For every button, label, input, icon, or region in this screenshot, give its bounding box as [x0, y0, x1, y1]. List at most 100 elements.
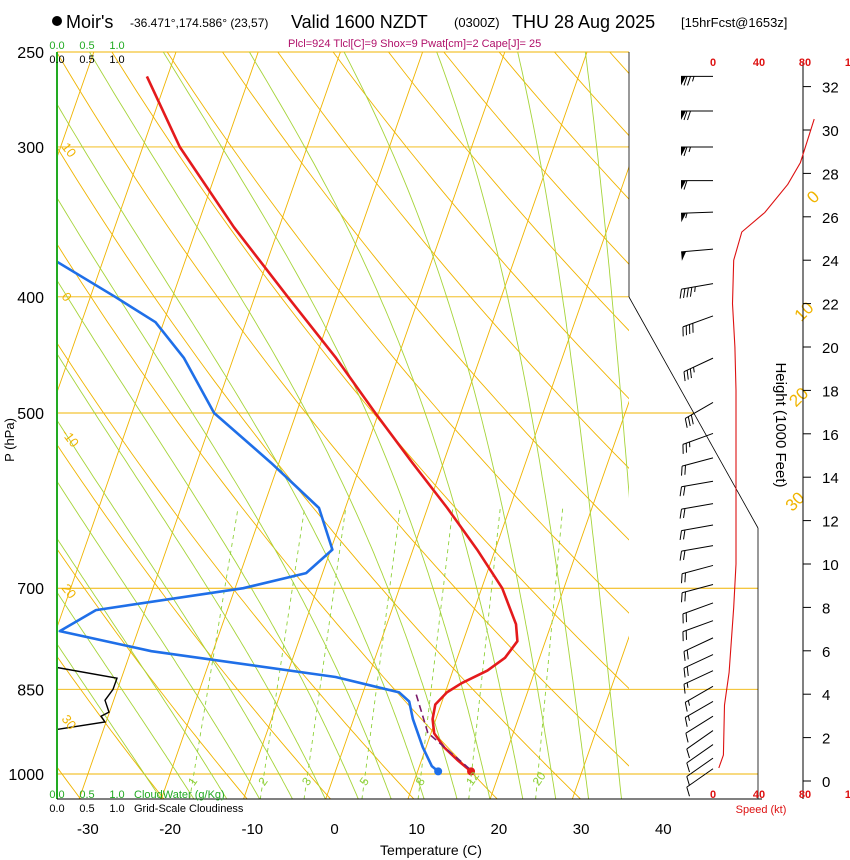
dry-adiabat-line: [57, 443, 332, 799]
wind-barb: [684, 402, 714, 428]
wind-barb-half-feather: [685, 212, 688, 219]
isobar-lines: [57, 51, 758, 775]
x-axis-ticks: -30 -20 -10 0 10 20 30 40: [77, 821, 672, 838]
dry-adiabat-line: [57, 655, 165, 799]
mixing-ratio-lines: [189, 507, 564, 799]
speed-tick-bottom: 0: [710, 789, 716, 801]
height-tick-label: 28: [822, 166, 839, 183]
mixing-ratio-line: [535, 507, 564, 799]
wind-barb: [683, 654, 714, 678]
wind-barb: [683, 637, 714, 661]
wind-barb-staff: [682, 315, 714, 328]
speed-tick-top: 80: [799, 57, 811, 69]
wind-barb: [686, 757, 714, 786]
wind-barb-feather: [683, 550, 686, 561]
height-tick-label: 22: [822, 297, 839, 314]
wind-barb-feather: [683, 651, 686, 661]
wind-barb-staff: [681, 503, 714, 510]
sounding-profiles: [57, 75, 519, 776]
wind-barb-feather: [687, 110, 691, 121]
dry-adiabat-label: 0: [803, 187, 823, 207]
pressure-tick-label: 250: [17, 45, 44, 62]
wind-barb-staff: [681, 545, 714, 552]
wind-barb-feather: [687, 416, 691, 427]
wind-barb-feather: [683, 288, 686, 299]
wind-barb-staff: [682, 620, 714, 633]
isotherm-line: [78, 52, 341, 799]
wind-barb-pennant: [681, 111, 686, 121]
wind-barb: [681, 180, 713, 190]
title-forecast: [15hrFcst@1653z]: [681, 15, 787, 30]
cloudiness-tick-bottom: 0.0: [49, 803, 64, 815]
moist-adiabat-line: [57, 103, 425, 799]
wind-barb: [681, 584, 714, 603]
wind-barb-feather: [679, 551, 682, 561]
wind-barb-feather: [683, 486, 686, 496]
x-tick-label: 40: [655, 821, 672, 838]
height-tick-label: 18: [822, 383, 839, 400]
speed-tick-bottom: 12: [845, 789, 850, 801]
wind-barb-feather: [689, 368, 692, 379]
surface-temperature-point: [467, 767, 476, 776]
wind-barb-feather: [686, 748, 690, 759]
wind-barb-staff: [686, 757, 714, 777]
isotherm-label: -10: [59, 426, 82, 450]
dry-adiabat-line: [498, 52, 629, 200]
mixing-ratio-line: [361, 507, 401, 799]
isotherm-line: [571, 635, 629, 799]
height-tick-label: 4: [822, 687, 830, 704]
wind-barb-feather: [690, 414, 694, 425]
wind-barb-staff: [685, 715, 714, 734]
height-tick-label: 30: [822, 123, 839, 140]
wind-barb-staff: [685, 701, 714, 718]
dry-adiabat-line: [332, 52, 629, 400]
mixing-ratio-label: 20: [530, 769, 549, 788]
cloudwater-tick-bottom: 0.0: [49, 789, 64, 801]
x-tick-label: -30: [77, 821, 99, 838]
wind-barb-feather: [683, 371, 686, 382]
wind-barb-feather: [683, 529, 686, 540]
isotherm-line: [57, 52, 177, 394]
wind-barb: [686, 744, 714, 773]
isotherm-lines: [57, 52, 629, 799]
wind-barb-feather: [683, 180, 688, 190]
wind-barb-feather: [686, 649, 689, 660]
title-site: Moir's: [66, 12, 113, 32]
height-tick-label: 12: [822, 514, 839, 531]
x-tick-label: -20: [159, 821, 181, 838]
wind-speed-profile: [718, 118, 815, 769]
wind-barb-staff: [685, 402, 714, 419]
pressure-tick-label: 300: [17, 140, 44, 157]
mixing-ratio-label: 3: [299, 774, 314, 788]
temperature-line: [145, 75, 519, 773]
wind-barb: [684, 701, 714, 727]
wind-barb-half-feather: [687, 715, 691, 721]
wind-barb-staff: [686, 768, 714, 788]
pressure-tick-label: 400: [17, 290, 44, 307]
wind-barb-feather: [679, 289, 682, 299]
wind-barb-staff: [681, 584, 714, 594]
height-tick-label: 0: [822, 774, 830, 791]
moist-adiabat-line: [162, 52, 491, 799]
height-tick-label: 32: [822, 80, 839, 97]
speed-tick-top: 12: [845, 57, 850, 69]
mixing-ratio-line: [468, 507, 501, 799]
height-tick-label: 16: [822, 427, 839, 444]
wind-barb: [681, 211, 714, 223]
wind-barb: [685, 715, 714, 743]
height-tick-label: 2: [822, 731, 830, 748]
wind-barb-feather: [683, 110, 688, 121]
y-axis-label: P (hPa): [2, 418, 17, 462]
wind-barb-half-feather: [693, 367, 695, 373]
moist-adiabat-line: [57, 419, 293, 799]
wind-barb-staff: [682, 602, 714, 615]
wind-barb-staff: [681, 564, 714, 575]
moist-adiabat-line: [436, 52, 590, 799]
dry-adiabat-line: [57, 146, 582, 799]
wind-barb-pennant: [681, 180, 686, 190]
title-date: THU 28 Aug 2025: [512, 12, 655, 32]
wind-barb-staff: [681, 211, 714, 214]
wind-barb-feather: [683, 146, 688, 157]
wind-barb-half-feather: [694, 286, 696, 292]
wind-barb: [683, 670, 714, 694]
